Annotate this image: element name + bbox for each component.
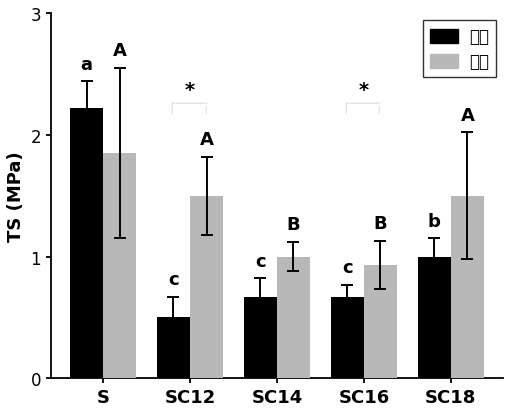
Legend: 常压, 高压: 常压, 高压	[422, 21, 495, 78]
Text: *: *	[185, 81, 194, 100]
Text: c: c	[254, 252, 265, 270]
Bar	[417, 257, 450, 378]
Text: B: B	[286, 216, 300, 234]
Text: a: a	[80, 55, 92, 74]
Bar	[243, 297, 276, 378]
Y-axis label: TS (MPa): TS (MPa)	[7, 151, 25, 241]
Text: A: A	[112, 42, 126, 60]
Bar	[450, 196, 483, 378]
Bar	[363, 266, 396, 378]
Bar	[103, 154, 136, 378]
Text: b: b	[427, 212, 440, 230]
Bar	[276, 257, 309, 378]
Bar	[157, 318, 190, 378]
Bar	[70, 109, 103, 378]
Text: A: A	[460, 107, 473, 124]
Text: c: c	[342, 259, 352, 276]
Text: *: *	[358, 81, 368, 100]
Text: B: B	[373, 215, 386, 233]
Bar	[190, 196, 222, 378]
Text: A: A	[199, 131, 213, 149]
Text: c: c	[168, 271, 179, 289]
Bar	[330, 297, 363, 378]
